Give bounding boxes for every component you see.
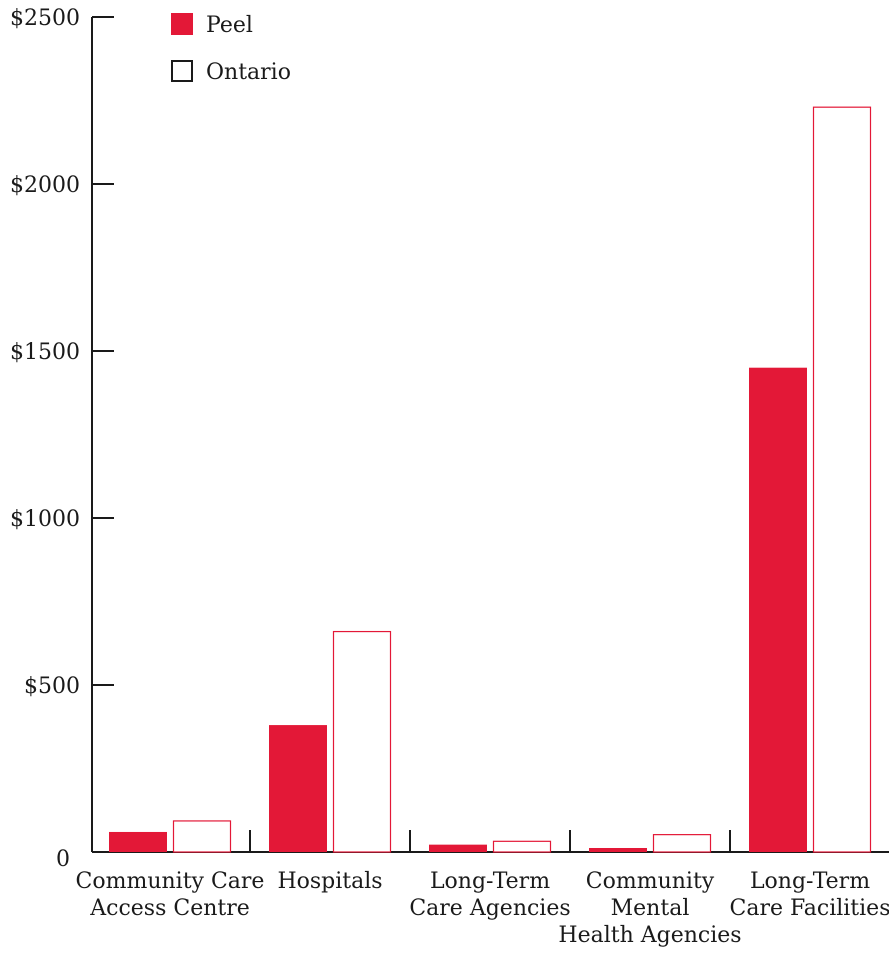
category-label-line: Community <box>586 869 715 894</box>
bar-ontario-1 <box>172 820 232 853</box>
category-label-line: Care Facilities <box>730 896 889 921</box>
category-label: Hospitals <box>277 869 382 894</box>
category-label-line: Community Care <box>76 869 265 894</box>
category-label-line: Long-Term <box>750 869 870 894</box>
bar-ontario-3 <box>492 840 552 853</box>
category-label-line: Health Agencies <box>558 923 741 948</box>
category-label: Community Care Access Centre <box>76 869 265 921</box>
category-label-line: Hospitals <box>277 869 382 894</box>
category-label: Long-Term Care Facilities <box>730 869 889 921</box>
legend-label-ontario: Ontario <box>206 60 291 85</box>
bar-peel-1 <box>109 831 167 852</box>
y-tick-label: $1000 <box>10 507 80 532</box>
bar-ontario-2 <box>332 630 392 853</box>
category-label-line: Care Agencies <box>409 896 570 921</box>
legend-label-peel: Peel <box>206 13 253 38</box>
y-tick-label: $2500 <box>10 6 80 31</box>
bars <box>109 106 872 853</box>
category-label-line: Access Centre <box>89 896 250 921</box>
bar-peel-2 <box>269 725 327 852</box>
category-labels: Community Care Access Centre Hospitals Long… <box>76 869 889 948</box>
legend: Peel Ontario <box>171 13 291 85</box>
bar-peel-5 <box>749 367 807 852</box>
bar-ontario-5 <box>812 106 872 853</box>
bar-peel-3 <box>429 844 487 852</box>
y-axis: 0 $500 $1000 $1500 $2000 $2500 <box>10 6 114 872</box>
category-label: Community Mental Health Agencies <box>558 869 741 948</box>
y-tick-label: $500 <box>24 674 80 699</box>
y-tick-label: 0 <box>56 847 70 872</box>
legend-swatch-ontario <box>171 60 193 82</box>
bar-ontario-4 <box>652 834 712 853</box>
legend-swatch-peel <box>171 13 193 35</box>
bar-peel-4 <box>589 847 647 852</box>
y-tick-label: $1500 <box>10 340 80 365</box>
category-label-line: Long-Term <box>430 869 550 894</box>
category-label: Long-Term Care Agencies <box>409 869 570 921</box>
y-tick-label: $2000 <box>10 173 80 198</box>
category-label-line: Mental <box>611 896 690 921</box>
